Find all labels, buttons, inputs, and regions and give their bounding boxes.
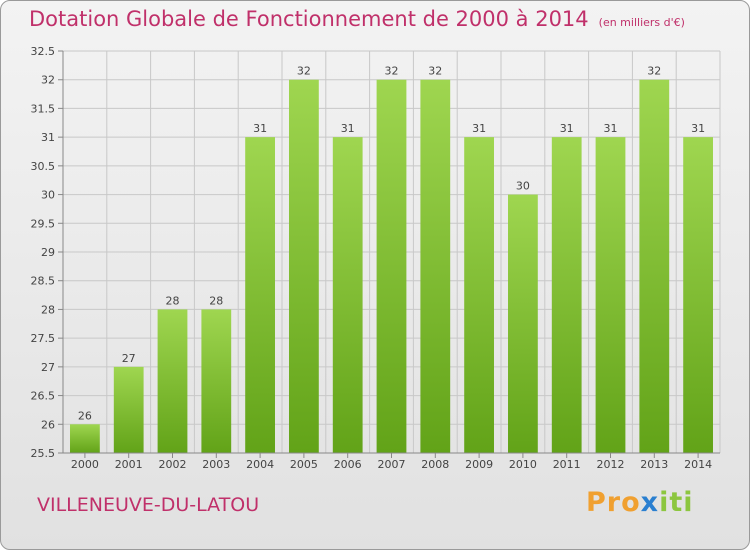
x-tick-label: 2014	[684, 458, 712, 471]
bar	[683, 137, 713, 453]
bar	[245, 137, 275, 453]
x-axis: 2000 2001 2002 2003 2004 2005 2006 2007 2008 2009…	[63, 452, 720, 471]
x-tick-label: 2013	[640, 458, 668, 471]
y-tick-label: 26	[41, 418, 55, 431]
x-tick-label: 2004	[246, 458, 274, 471]
y-tick-label: 32.5	[31, 45, 56, 58]
bar-value-label: 31	[253, 122, 267, 135]
y-tick-label: 32	[41, 74, 55, 87]
bar-value-label: 32	[385, 65, 399, 78]
y-tick-label: 30	[41, 189, 55, 202]
x-tick-label: 2009	[465, 458, 493, 471]
bar-value-label: 32	[647, 65, 661, 78]
commune-name: VILLENEUVE-DU-LATOU	[37, 494, 260, 516]
chart-unit: (en milliers d'€)	[598, 16, 685, 29]
x-tick-label: 2005	[290, 458, 318, 471]
x-tick-label: 2012	[597, 458, 625, 471]
y-tick-label: 30.5	[31, 160, 56, 173]
bar	[376, 79, 407, 453]
bar-value-label: 32	[297, 65, 311, 78]
x-tick-label: 2010	[509, 458, 537, 471]
x-tick-label: 2000	[71, 458, 99, 471]
y-tick-label: 26.5	[31, 390, 56, 403]
y-tick-label: 25.5	[31, 447, 56, 460]
y-tick-label: 28	[41, 303, 55, 316]
bar	[420, 79, 451, 453]
logo-part-3: iti	[659, 487, 694, 518]
y-tick-label: 29	[41, 246, 55, 259]
x-tick-label: 2002	[159, 458, 187, 471]
bar-value-label: 27	[122, 352, 136, 365]
x-tick-label: 2011	[553, 458, 581, 471]
bar	[70, 424, 100, 453]
y-axis: 25.5 26 26.5 27 27.5 28 28.5 29 29.5 30 30.5 31 31.5…	[31, 45, 64, 460]
logo-part-1: Pro	[586, 487, 641, 518]
x-tick-label: 2007	[378, 458, 406, 471]
bar-value-label: 31	[604, 122, 618, 135]
x-tick-label: 2008	[421, 458, 449, 471]
y-tick-label: 28.5	[31, 275, 56, 288]
bar-value-label: 26	[78, 409, 92, 422]
bar-value-label: 31	[560, 122, 574, 135]
bar	[639, 79, 670, 453]
bar-value-label: 28	[209, 294, 223, 307]
bar	[201, 309, 232, 453]
x-tick-label: 2003	[202, 458, 230, 471]
bar	[157, 309, 188, 453]
proxiti-logo[interactable]: Proxiti	[586, 487, 694, 518]
bar	[508, 194, 538, 454]
y-tick-label: 29.5	[31, 217, 56, 230]
bars: 26 27 28 28 31 32 31 32 32 31 30 31 31 32 31	[70, 65, 713, 454]
bar	[289, 79, 319, 453]
bar-value-label: 32	[428, 65, 442, 78]
bar	[595, 137, 626, 453]
bar	[113, 366, 144, 453]
bar-value-label: 28	[166, 294, 180, 307]
chart-title-block: Dotation Globale de Fonctionnement de 20…	[29, 7, 685, 31]
bar-value-label: 31	[341, 122, 355, 135]
y-tick-label: 27.5	[31, 332, 56, 345]
y-tick-label: 31	[41, 131, 55, 144]
bar-value-label: 31	[472, 122, 486, 135]
bar	[551, 137, 582, 453]
bar	[464, 137, 494, 453]
x-tick-label: 2006	[334, 458, 362, 471]
chart-title: Dotation Globale de Fonctionnement de 20…	[29, 7, 589, 31]
y-tick-label: 27	[41, 361, 55, 374]
logo-part-2: x	[640, 487, 660, 518]
x-tick-label: 2001	[115, 458, 143, 471]
bar-value-label: 30	[516, 180, 530, 193]
bar-value-label: 31	[691, 122, 705, 135]
y-tick-label: 31.5	[31, 102, 56, 115]
bar	[332, 137, 363, 453]
